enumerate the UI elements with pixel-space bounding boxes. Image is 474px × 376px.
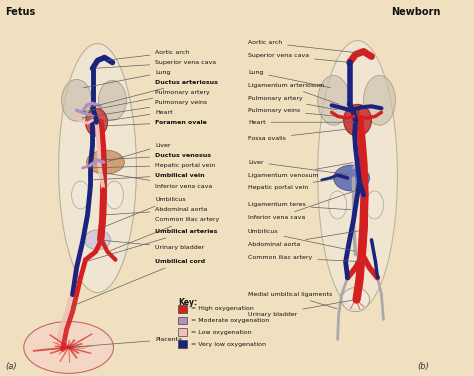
Text: Umbilicus: Umbilicus: [248, 229, 355, 251]
Ellipse shape: [364, 76, 395, 125]
Text: Pulmonary veins: Pulmonary veins: [248, 108, 335, 116]
Text: = Low oxygenation: = Low oxygenation: [189, 330, 252, 335]
Ellipse shape: [342, 288, 370, 312]
Ellipse shape: [87, 150, 124, 174]
Text: Liver: Liver: [108, 143, 171, 161]
Ellipse shape: [106, 181, 123, 209]
Text: Umbilicus: Umbilicus: [104, 197, 186, 227]
Ellipse shape: [99, 80, 127, 120]
Text: (a): (a): [5, 362, 17, 371]
Text: Ligamentum teres: Ligamentum teres: [248, 202, 351, 210]
Text: Hepatic portal vein: Hepatic portal vein: [87, 162, 216, 168]
FancyBboxPatch shape: [178, 305, 187, 312]
Text: Common iliac artery: Common iliac artery: [110, 217, 219, 251]
Ellipse shape: [318, 41, 397, 309]
Ellipse shape: [328, 191, 346, 219]
Text: Placenta: Placenta: [72, 337, 182, 347]
FancyBboxPatch shape: [178, 340, 187, 349]
Text: Fetus: Fetus: [5, 7, 35, 17]
FancyBboxPatch shape: [178, 317, 187, 324]
Text: Lung: Lung: [248, 70, 331, 88]
Text: Urinary bladder: Urinary bladder: [100, 240, 205, 250]
Ellipse shape: [365, 191, 383, 219]
Text: Abdominal aorta: Abdominal aorta: [248, 230, 362, 247]
Text: Medial umbilical ligaments: Medial umbilical ligaments: [248, 292, 337, 309]
Text: Fossa ovalis: Fossa ovalis: [248, 129, 353, 141]
Text: = High oxygenation: = High oxygenation: [189, 306, 254, 311]
Text: Urinary bladder: Urinary bladder: [248, 300, 353, 317]
Text: Foramen ovale: Foramen ovale: [100, 120, 207, 126]
Text: Pulmonary artery: Pulmonary artery: [248, 96, 337, 110]
Text: Ductus venosus: Ductus venosus: [100, 153, 211, 160]
Text: Abdominal aorta: Abdominal aorta: [106, 208, 208, 215]
Text: Heart: Heart: [99, 110, 173, 122]
Ellipse shape: [318, 76, 350, 125]
Ellipse shape: [344, 104, 372, 136]
Ellipse shape: [334, 165, 370, 191]
Ellipse shape: [24, 321, 113, 373]
Text: Umbilical vein: Umbilical vein: [92, 173, 205, 180]
Text: Lung: Lung: [83, 70, 171, 88]
Text: Ligamentum venosum: Ligamentum venosum: [248, 162, 353, 177]
Text: Pulmonary veins: Pulmonary veins: [82, 100, 208, 118]
Text: Common iliac artery: Common iliac artery: [248, 255, 362, 262]
Ellipse shape: [62, 79, 91, 121]
Ellipse shape: [72, 181, 90, 209]
FancyBboxPatch shape: [178, 329, 187, 337]
Text: Inferior vena cava: Inferior vena cava: [102, 173, 212, 188]
Text: = Moderate oxygenation: = Moderate oxygenation: [189, 318, 269, 323]
Text: Umbilical arteries: Umbilical arteries: [88, 229, 218, 261]
Text: = Very low oxygenation: = Very low oxygenation: [189, 342, 266, 347]
Text: Key:: Key:: [178, 297, 197, 306]
Text: Pulmonary artery: Pulmonary artery: [83, 90, 210, 112]
Ellipse shape: [59, 44, 137, 293]
Text: Inferior vena cava: Inferior vena cava: [248, 191, 355, 220]
Text: Hepatic portal vein: Hepatic portal vein: [248, 179, 337, 191]
Text: Aortic arch: Aortic arch: [107, 50, 190, 60]
Text: Ligamentum arteriosum: Ligamentum arteriosum: [248, 83, 339, 105]
Text: Heart: Heart: [248, 120, 355, 125]
Ellipse shape: [86, 108, 108, 136]
Text: Superior vena cava: Superior vena cava: [248, 53, 347, 62]
Text: Newborn: Newborn: [392, 7, 441, 17]
Text: Aortic arch: Aortic arch: [248, 40, 361, 53]
Text: Superior vena cava: Superior vena cava: [95, 60, 217, 68]
Text: (b): (b): [417, 362, 429, 371]
Text: Liver: Liver: [248, 159, 349, 175]
Text: Ductus arteriosus: Ductus arteriosus: [89, 80, 218, 108]
Text: Umbilical cord: Umbilical cord: [71, 259, 205, 306]
Ellipse shape: [84, 230, 110, 250]
